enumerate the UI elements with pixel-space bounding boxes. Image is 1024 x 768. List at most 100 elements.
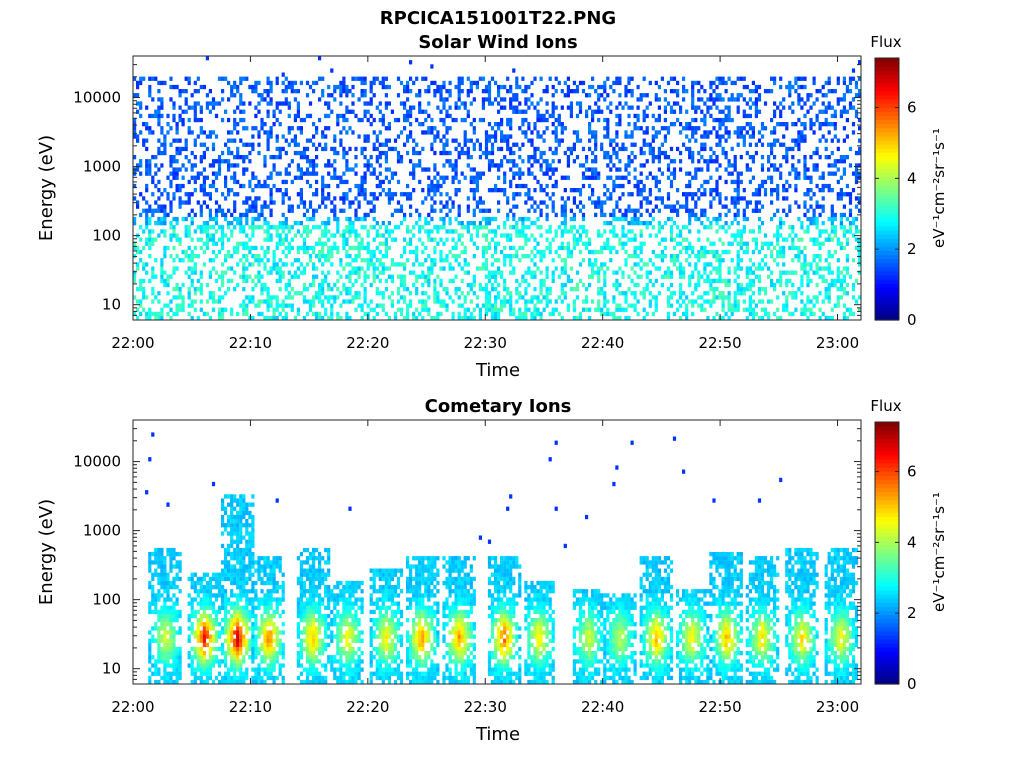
heatmap-cell	[636, 192, 640, 197]
heatmap-cell	[648, 221, 652, 226]
heatmap-cell	[682, 299, 686, 304]
heatmap-cell	[305, 179, 310, 185]
heatmap-cell	[776, 229, 780, 234]
heatmap-cell	[487, 295, 492, 300]
heatmap-cell	[318, 287, 322, 292]
heatmap-cell	[697, 229, 701, 234]
heatmap-cell	[718, 97, 722, 102]
heatmap-cell	[412, 233, 416, 238]
heatmap-cell	[160, 130, 164, 135]
heatmap-cell	[181, 303, 185, 308]
heatmap-cell	[196, 76, 200, 81]
heatmap-cell	[469, 282, 473, 288]
heatmap-cell	[709, 303, 713, 308]
heatmap-cell	[733, 266, 737, 271]
heatmap-cell	[360, 225, 364, 230]
heatmap-cell	[318, 225, 322, 230]
heatmap-cell	[245, 155, 249, 160]
heatmap-cell	[515, 221, 519, 226]
heatmap-cell	[733, 163, 737, 168]
heatmap-cell	[299, 192, 303, 197]
heatmap-cell	[545, 109, 549, 114]
heatmap-cell	[406, 315, 410, 321]
heatmap-cell	[773, 245, 777, 251]
heatmap-cell	[321, 282, 325, 288]
heatmap-cell	[457, 188, 461, 193]
heatmap-cell	[512, 109, 516, 114]
heatmap-cell	[284, 188, 288, 193]
heatmap-cell	[178, 237, 182, 242]
heatmap-cell	[509, 105, 513, 110]
heatmap-cell	[396, 150, 401, 156]
heatmap-cell	[211, 179, 216, 185]
heatmap-cell	[163, 204, 167, 209]
heatmap-cell	[418, 262, 422, 267]
heatmap-cell	[767, 175, 771, 180]
heatmap-cell	[566, 274, 570, 279]
heatmap-cell	[484, 155, 489, 160]
heatmap-cell	[169, 237, 173, 242]
heatmap-cell	[676, 146, 680, 152]
heatmap-cell	[748, 287, 752, 292]
heatmap-cell	[239, 80, 243, 86]
heatmap-cell	[445, 287, 449, 292]
heatmap-cell	[439, 237, 443, 242]
heatmap-cell	[706, 179, 710, 185]
heatmap-cell	[791, 241, 795, 246]
heatmap-cell	[287, 80, 291, 86]
heatmap-cell	[199, 126, 203, 131]
heatmap-cell	[169, 76, 173, 81]
heatmap-cell	[797, 142, 801, 147]
heatmap-cell	[600, 291, 604, 296]
heatmap-cell	[715, 216, 719, 222]
heatmap-cell	[178, 117, 182, 123]
heatmap-cell	[481, 245, 485, 251]
heatmap-cell	[333, 245, 337, 251]
heatmap-cell	[278, 233, 282, 238]
heatmap-cell	[454, 274, 458, 279]
heatmap-cell	[248, 315, 252, 321]
heatmap-cell	[151, 192, 155, 197]
heatmap-cell	[287, 163, 291, 168]
heatmap-cell	[633, 142, 637, 147]
heatmap-cell	[518, 101, 522, 106]
heatmap-cell	[469, 175, 473, 180]
heatmap-cell	[239, 212, 243, 218]
heatmap-cell	[221, 274, 225, 279]
heatmap-cell	[600, 307, 604, 312]
heatmap-cell	[363, 311, 367, 317]
heatmap-cell	[776, 249, 780, 255]
heatmap-cell	[254, 258, 258, 263]
heatmap-cell	[299, 155, 303, 160]
heatmap-cell	[424, 196, 428, 201]
heatmap-cell	[318, 254, 322, 259]
heatmap-cell	[418, 212, 422, 218]
heatmap-cell	[657, 117, 661, 123]
heatmap-cell	[600, 311, 604, 317]
heatmap-cell	[512, 175, 516, 180]
heatmap-cell	[806, 270, 810, 275]
heatmap-cell	[688, 221, 692, 226]
heatmap-cell	[421, 188, 425, 193]
heatmap-cell	[527, 208, 531, 213]
heatmap-cell	[569, 105, 573, 110]
heatmap-cell	[639, 200, 643, 205]
heatmap-cell	[236, 245, 240, 251]
heatmap-cell	[327, 254, 331, 259]
heatmap-cell	[615, 80, 619, 86]
heatmap-cell	[318, 56, 322, 61]
heatmap-cell	[603, 299, 607, 304]
heatmap-cell	[594, 89, 598, 94]
heatmap-cell	[733, 130, 737, 135]
heatmap-cell	[606, 105, 610, 110]
heatmap-cell	[272, 311, 276, 317]
heatmap-cell	[406, 307, 410, 312]
heatmap-cell	[548, 175, 552, 180]
heatmap-cell	[266, 89, 270, 94]
heatmap-cell	[336, 287, 340, 292]
heatmap-cell	[399, 101, 404, 106]
heatmap-cell	[727, 159, 731, 164]
heatmap-cell	[539, 249, 543, 255]
heatmap-cell	[779, 109, 783, 114]
heatmap-cell	[242, 76, 246, 81]
